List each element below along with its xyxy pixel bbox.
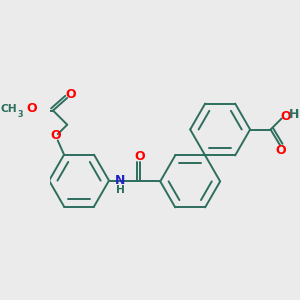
Text: O: O <box>66 88 76 101</box>
Text: O: O <box>26 102 37 116</box>
Text: H: H <box>289 108 299 121</box>
Text: O: O <box>280 110 291 123</box>
Text: O: O <box>134 150 145 163</box>
Text: O: O <box>51 129 62 142</box>
Text: 3: 3 <box>17 110 23 119</box>
Text: CH: CH <box>0 104 17 114</box>
Text: O: O <box>275 144 286 157</box>
Text: H: H <box>116 185 124 195</box>
Text: N: N <box>115 174 125 187</box>
